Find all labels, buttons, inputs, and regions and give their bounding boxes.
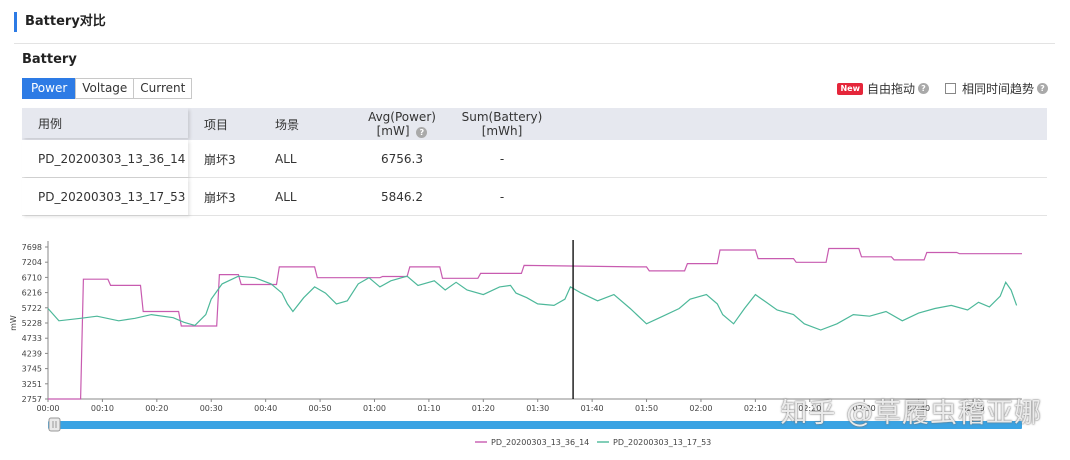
help-icon[interactable]: ?	[1037, 83, 1048, 94]
row-scene: ALL	[275, 190, 297, 204]
x-tick-label: 01:00	[363, 404, 386, 413]
y-tick-label: 5722	[22, 304, 42, 313]
series-line-1	[48, 247, 1022, 400]
row-sum: -	[499, 152, 505, 166]
row-case: PD_20200303_13_36_14	[22, 140, 188, 177]
x-tick-label: 00:20	[145, 404, 168, 413]
x-tick-label: 00:30	[200, 404, 223, 413]
x-tick-label: 01:10	[417, 404, 440, 413]
y-axis-label: mW	[9, 315, 18, 331]
y-tick-label: 4733	[22, 334, 42, 343]
header-item: 项目	[204, 117, 229, 132]
row-scene: ALL	[275, 152, 297, 166]
header-scene: 场景	[275, 117, 300, 132]
y-tick-label: 6216	[22, 289, 42, 298]
same-time-trend-checkbox[interactable]	[944, 83, 956, 94]
x-tick-label: 00:50	[309, 404, 332, 413]
header-divider	[14, 43, 1055, 44]
help-icon[interactable]: ?	[416, 127, 428, 138]
header-avg-line2: [mW] ?	[377, 124, 428, 138]
legend-label-2: PD_20200303_13_17_53	[613, 438, 711, 447]
y-tick-label: 2757	[22, 395, 42, 404]
x-tick-label: 01:40	[581, 404, 604, 413]
x-tick-label: 02:30	[853, 404, 876, 413]
range-slider-handle	[48, 417, 61, 432]
watermark: 知乎 @草履虫稽亚娜	[780, 398, 1042, 429]
y-tick-label: 5228	[22, 319, 42, 328]
header-sum-line2: [mWh]	[481, 124, 523, 138]
x-tick-label: 00:40	[254, 404, 277, 413]
x-tick-label: 01:50	[635, 404, 658, 413]
y-tick-label: 4239	[22, 349, 42, 358]
comparison-table: 用例 项目 场景 Avg(Power) [mW] ? Sum(Battery) …	[22, 108, 1047, 216]
header-sum-line1: Sum(Battery)	[461, 110, 543, 124]
x-tick-label: 02:10	[744, 404, 767, 413]
row-case: PD_20200303_13_17_53	[22, 178, 188, 215]
free-drag-toggle[interactable]: 自由拖动	[866, 82, 915, 96]
section-title: Battery对比	[14, 12, 106, 32]
row-item: 崩坏3	[204, 152, 236, 167]
metric-tabs: Power Voltage Current	[22, 78, 193, 99]
header-avg-line1: Avg(Power)	[368, 110, 436, 124]
x-tick-label: 00:10	[91, 404, 114, 413]
table-header: 用例 项目 场景 Avg(Power) [mW] ? Sum(Battery) …	[22, 108, 1047, 140]
card-title: Battery	[22, 52, 77, 67]
y-tick-label: 3251	[22, 380, 42, 389]
x-tick-label: 02:40	[907, 404, 930, 413]
x-tick-label: 02:50	[961, 404, 984, 413]
power-chart: 2757 3251 3745 4239 4733 5228 5722 6216 6710 7204…	[0, 232, 1070, 460]
header-sum-battery: Sum(Battery) [mWh]	[457, 108, 547, 140]
header-case: 用例	[22, 108, 188, 138]
table-row: PD_20200303_13_17_53 崩坏3 ALL 5846.2 -	[22, 178, 1047, 216]
tab-power[interactable]: Power	[22, 78, 77, 99]
y-tick-label: 3745	[22, 365, 42, 374]
help-icon[interactable]: ?	[917, 83, 929, 94]
row-item: 崩坏3	[204, 190, 236, 205]
same-time-trend-label: 相同时间趋势	[961, 82, 1034, 96]
y-tick-label: 6710	[22, 273, 42, 282]
y-tick-label: 7698	[22, 243, 42, 252]
x-tick-label: 01:30	[526, 404, 549, 413]
x-tick-label: 01:20	[472, 404, 495, 413]
power-chart-svg: 2757 3251 3745 4239 4733 5228 5722 6216 6710 7204…	[9, 240, 1022, 447]
x-tick-label: 00:00	[36, 404, 59, 413]
row-avg: 5846.2	[381, 190, 423, 204]
x-tick-label: 02:00	[689, 404, 712, 413]
y-tick-label: 7204	[22, 258, 42, 267]
range-slider-track	[48, 421, 1022, 429]
series-line-2	[47, 275, 1018, 331]
table-row: PD_20200303_13_36_14 崩坏3 ALL 6756.3 -	[22, 140, 1047, 178]
header-avg-power: Avg(Power) [mW] ?	[357, 108, 447, 140]
chart-controls: New 自由拖动 ? 相同时间趋势 ?	[837, 80, 1048, 97]
x-tick-label: 02:20	[798, 404, 821, 413]
new-badge: New	[837, 82, 863, 95]
row-sum: -	[499, 190, 505, 204]
row-avg: 6756.3	[381, 152, 423, 166]
tab-current[interactable]: Current	[133, 78, 193, 99]
tab-voltage[interactable]: Voltage	[75, 78, 135, 99]
legend-label-1: PD_20200303_13_36_14	[491, 438, 589, 447]
